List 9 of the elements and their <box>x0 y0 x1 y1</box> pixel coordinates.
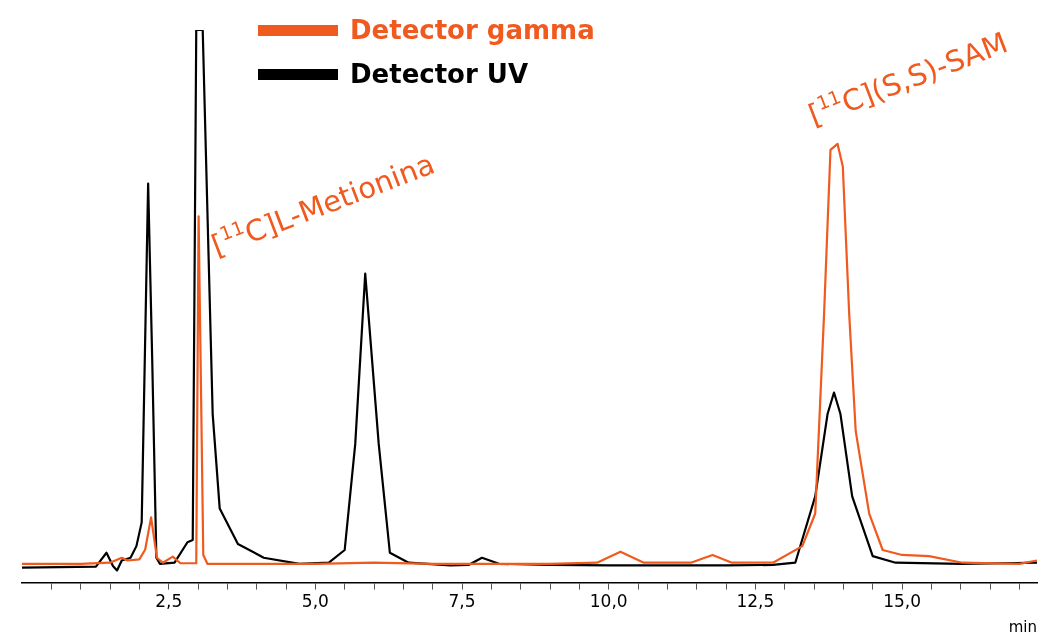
x-tick-label: 2,5 <box>155 591 183 612</box>
x-tick-label: 10,0 <box>589 591 628 612</box>
x-tick-label: 5,0 <box>301 591 329 612</box>
legend-label: Detector gamma <box>350 15 595 45</box>
x-axis-title: min <box>1008 618 1037 637</box>
x-tick-label: 12,5 <box>736 591 775 612</box>
x-tick-label: 7,5 <box>448 591 476 612</box>
x-tick-label: 15,0 <box>883 591 921 612</box>
legend-label: Detector UV <box>350 59 529 89</box>
